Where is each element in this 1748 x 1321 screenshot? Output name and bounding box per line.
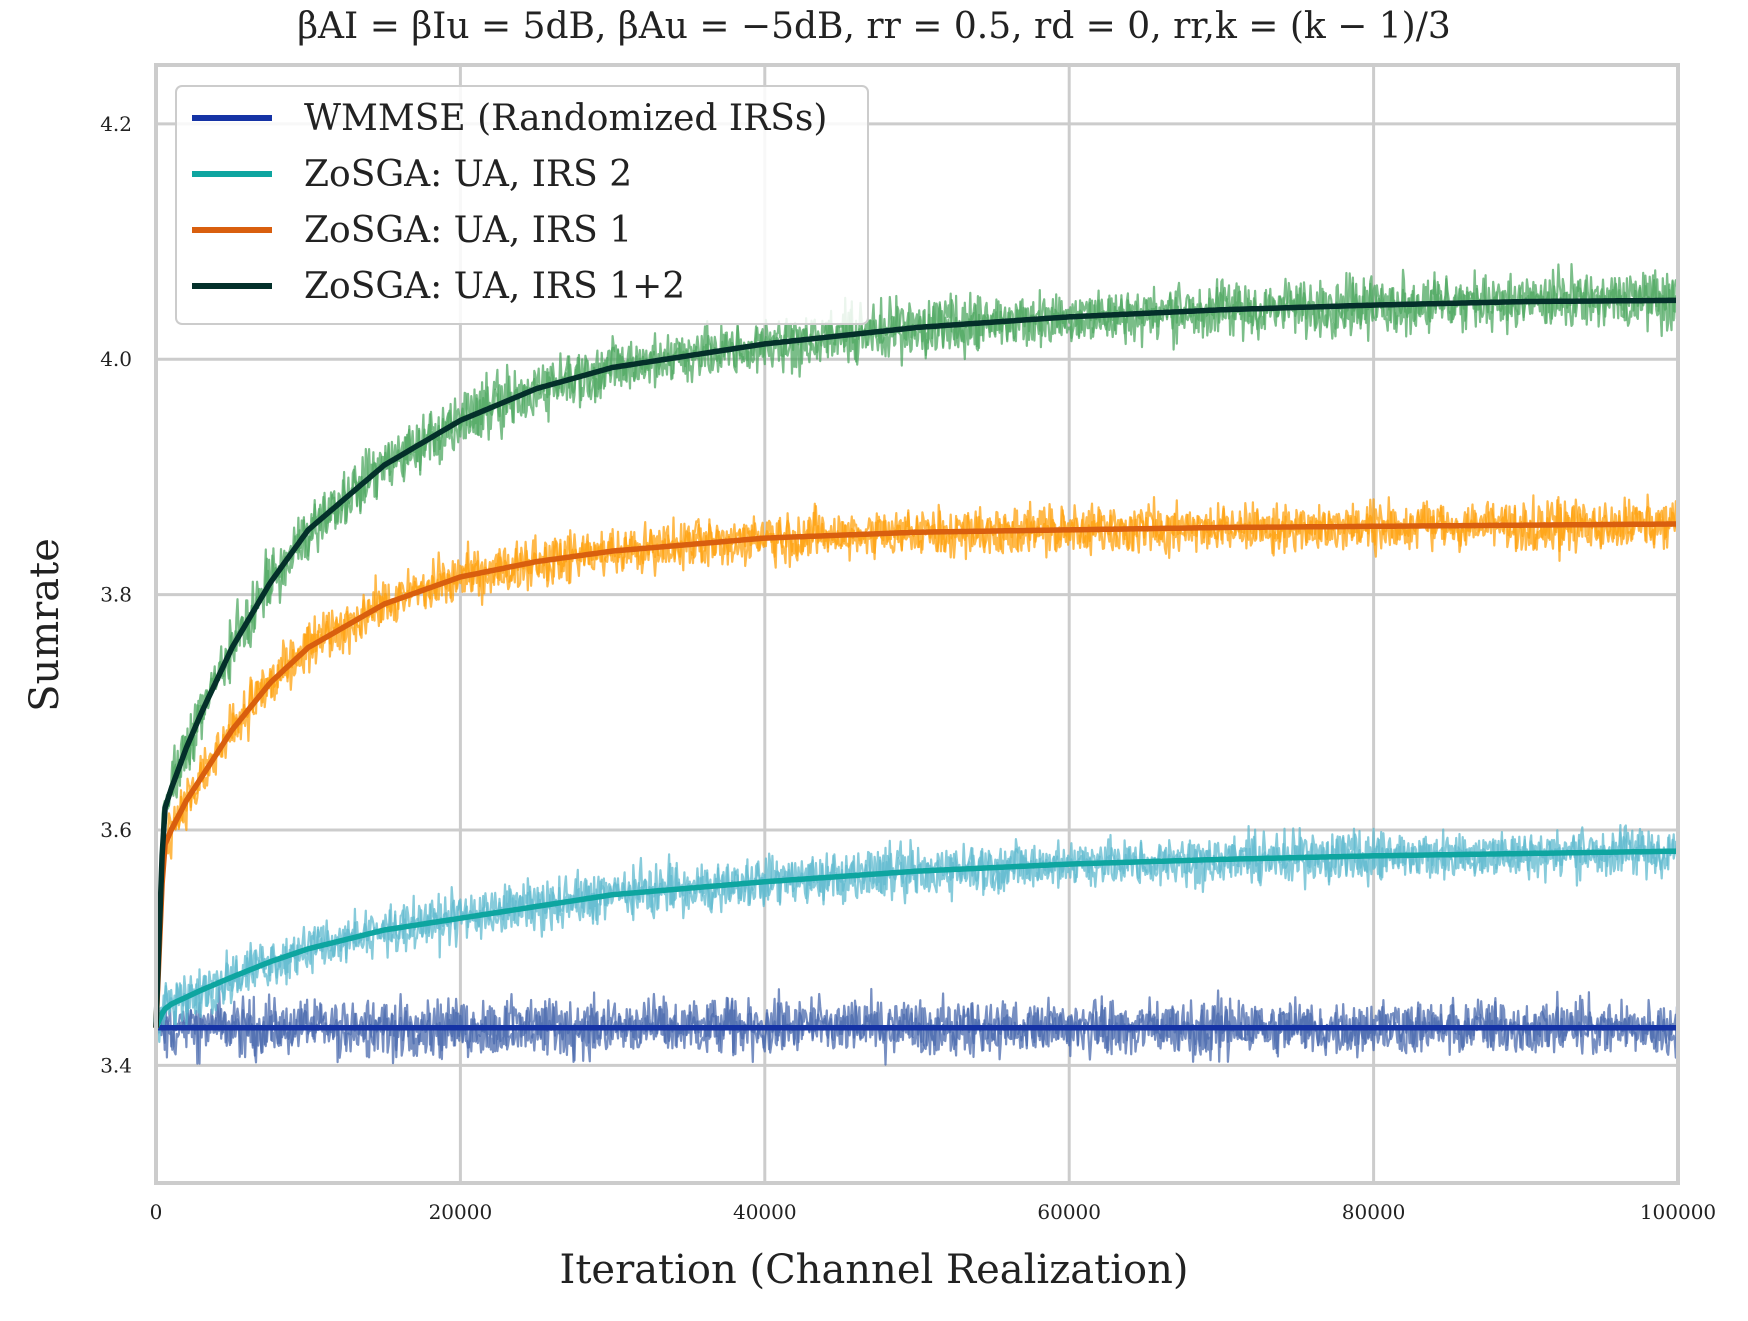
y-tick-label: 3.6 [100,818,132,842]
noise-band-0 [154,986,1680,1066]
noise-bands [154,263,1680,1066]
noise-band-3 [154,263,1680,1028]
y-tick-label: 4.0 [100,347,132,371]
y-tick-label: 3.8 [100,583,132,607]
legend-label: ZoSGA: UA, IRS 2 [304,154,632,195]
x-tick-label: 80000 [1342,1200,1406,1224]
noise-band-2 [154,496,1680,1028]
plot-frame [154,63,1680,1185]
legend: WMMSE (Randomized IRSs) ZoSGA: UA, IRS 2 Z… [175,85,869,325]
x-tick-label: 0 [150,1200,163,1224]
series-line-2 [153,521,1678,1028]
y-axis-label: Sumrate [22,538,68,712]
legend-label: WMMSE (Randomized IRSs) [304,98,827,139]
y-tick-label: 3.4 [100,1053,132,1077]
x-tick-label: 100000 [1640,1200,1716,1224]
noise-band-1 [154,824,1680,1034]
series-line-1 [153,848,1679,1029]
legend-label: ZoSGA: UA, IRS 1+2 [304,266,685,307]
x-tick-label: 20000 [429,1200,493,1224]
x-axis-label: Iteration (Channel Realization) [560,1247,1189,1293]
legend-box [175,85,869,325]
x-tick-label: 60000 [1037,1200,1101,1224]
chart-title: βAI = βIu = 5dB, βAu = −5dB, rr = 0.5, r… [297,6,1451,47]
y-tick-label: 4.2 [100,112,132,136]
x-tick-label: 40000 [733,1200,797,1224]
series-line-3 [153,297,1678,1028]
series-lines [153,297,1679,1031]
noise-band-3 [154,263,1680,1028]
noise-band-2 [154,493,1680,1029]
tick-labels: 0 20000 40000 60000 80000 100000 3.4 3.6 3.8 4.0 4… [100,112,1716,1224]
legend-label: ZoSGA: UA, IRS 1 [304,210,632,251]
